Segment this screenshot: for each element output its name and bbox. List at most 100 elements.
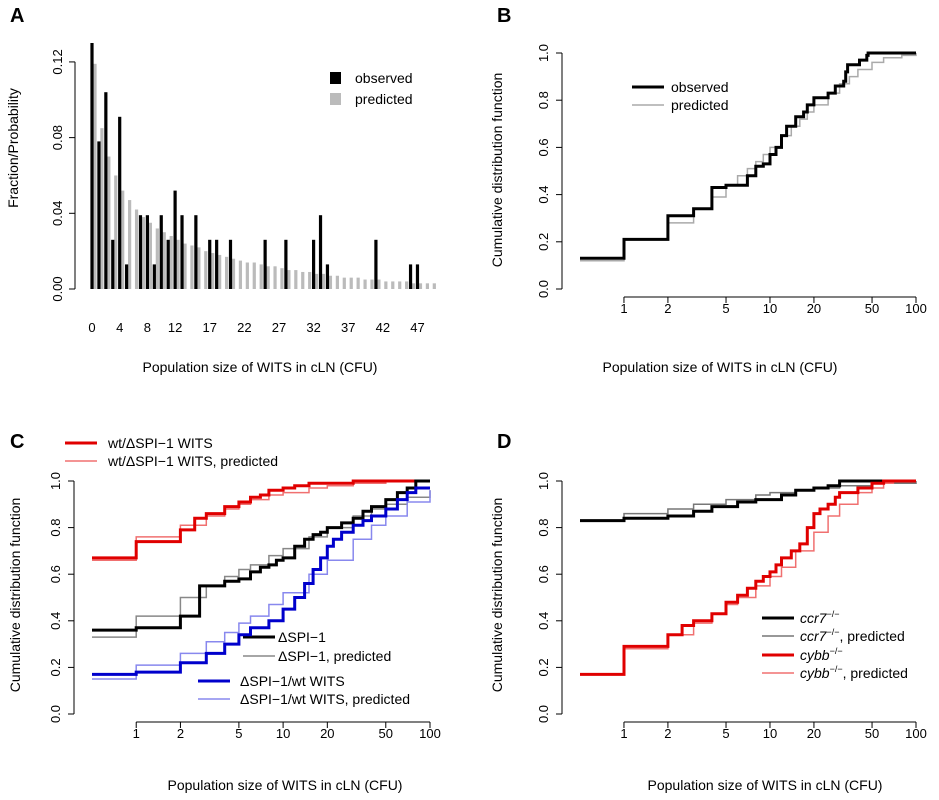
bar-predicted — [301, 271, 305, 289]
legend-b-observed: observed — [671, 79, 729, 95]
bar-observed — [145, 215, 149, 289]
panel-d-series-cybb — [580, 479, 916, 676]
bar-observed — [318, 215, 323, 289]
panel-b-xtick-label: 50 — [865, 301, 879, 316]
panel-c-xlabel: Population size of WITS in cLN (CFU) — [168, 777, 403, 793]
panel-b-ytick-label: 0.8 — [536, 91, 551, 109]
panel-d-ytick-label: 0.4 — [536, 612, 551, 630]
legend-a-observed: observed — [355, 70, 413, 86]
legend-a-swatch-predicted — [330, 93, 341, 105]
legend-c-dspi-predicted: ΔSPI−1, predicted — [278, 648, 391, 664]
panel-a-ytick-label: 0.12 — [50, 49, 65, 74]
legend-c-dspi-wt: ΔSPI−1/wt WITS — [240, 673, 345, 689]
panel-a-xtick-label: 4 — [116, 320, 123, 335]
panel-b-series-observed — [580, 51, 916, 260]
panel-c-xtick-label: 20 — [320, 726, 334, 741]
panel-b-ytick-label: 0.6 — [536, 138, 551, 156]
panel-b-xtick-label: 100 — [905, 301, 927, 316]
panel-d-xlabel: Population size of WITS in cLN (CFU) — [648, 777, 883, 793]
panel-a-xtick-label: 17 — [202, 320, 216, 335]
panel-d-ytick-label: 1.0 — [536, 472, 551, 490]
bar-predicted — [308, 271, 312, 289]
legend-d-cybb: cybb−/− — [800, 646, 843, 663]
bar-observed — [125, 264, 129, 289]
bar-predicted — [418, 283, 423, 289]
bar-predicted — [411, 283, 416, 289]
panel-c-ytick-label: 0.8 — [48, 519, 63, 537]
bar-predicted — [349, 277, 353, 289]
panel-c-ytick-label: 0.4 — [48, 612, 63, 630]
bar-predicted — [342, 277, 346, 289]
bar-predicted — [335, 275, 339, 289]
legend-c-dspi: ΔSPI−1 — [278, 629, 326, 645]
bar-predicted — [259, 264, 263, 289]
panel-a-xtick-label: 8 — [144, 320, 151, 335]
panel-a-ytick-label: 0.04 — [50, 201, 65, 226]
bar-predicted — [363, 279, 367, 289]
bar-predicted — [273, 266, 277, 289]
bar-observed — [374, 239, 378, 289]
bar-observed — [228, 239, 233, 289]
panel-d-xtick-label: 10 — [763, 726, 777, 741]
bar-predicted — [176, 239, 180, 289]
panel-d-ylabel: Cumulative distribution function — [489, 498, 505, 693]
bar-predicted — [425, 283, 429, 289]
bar-observed — [159, 215, 163, 289]
bar-predicted — [287, 270, 291, 289]
bar-predicted — [384, 281, 388, 289]
panel-c-xtick-label: 10 — [276, 726, 290, 741]
legend-a-swatch-observed — [330, 72, 341, 84]
panel-b-ylabel: Cumulative distribution function — [489, 73, 505, 268]
bar-predicted — [245, 262, 249, 289]
panel-d-series-ccr7 — [580, 479, 916, 523]
panel-c-series-wt-spi-1-wits — [92, 479, 430, 560]
panel-a-xtick-label: 0 — [88, 320, 95, 335]
panel-a-xtick-label: 42 — [376, 320, 390, 335]
bar-observed — [111, 239, 115, 289]
bar-predicted — [238, 260, 243, 289]
bar-predicted — [93, 63, 97, 289]
bar-predicted — [315, 273, 319, 289]
legend-c-wt: wt/ΔSPI−1 WITS — [107, 435, 213, 451]
bar-observed — [415, 264, 420, 289]
bar-observed — [325, 264, 330, 289]
bar-observed — [208, 239, 212, 289]
panel-a-xtick-label: 32 — [306, 320, 320, 335]
bar-predicted — [356, 277, 360, 289]
bar-predicted — [107, 156, 111, 289]
panel-label-d: D — [497, 431, 511, 453]
legend-d-ccr7-predicted: ccr7−/−, predicted — [800, 627, 905, 644]
panel-a-xtick-label: 47 — [410, 320, 424, 335]
bar-predicted — [155, 228, 159, 289]
bar-predicted — [211, 253, 215, 289]
panel-b-xtick-label: 20 — [807, 301, 821, 316]
panel-label-b: B — [497, 5, 511, 27]
bar-observed — [194, 215, 198, 289]
panel-b-ytick-label: 0.0 — [536, 280, 551, 298]
legend-d-cybb-predicted: cybb−/−, predicted — [800, 664, 908, 681]
panel-c-ytick-label: 0.2 — [48, 658, 63, 676]
legend-c-wt-predicted: wt/ΔSPI−1 WITS, predicted — [107, 453, 278, 469]
bar-predicted — [370, 279, 374, 289]
panel-b-ytick-label: 0.2 — [536, 233, 551, 251]
bar-predicted — [197, 247, 201, 289]
bar-predicted — [432, 283, 436, 289]
bar-predicted — [169, 236, 173, 289]
legend-a-predicted: predicted — [355, 91, 413, 107]
bar-predicted — [183, 243, 187, 289]
bar-predicted — [121, 190, 125, 289]
panel-c-xtick-label: 100 — [419, 726, 441, 741]
panel-d-series-ccr7-predicted — [580, 481, 917, 522]
bar-predicted — [280, 268, 284, 289]
panel-c-series-wt-spi-1-wits-predicted — [92, 480, 430, 561]
legend-a: observed predicted — [330, 70, 413, 107]
bar-observed — [173, 190, 177, 289]
legend-c-bottom: ΔSPI−1 ΔSPI−1, predicted ΔSPI−1/wt WITS … — [198, 629, 410, 707]
legend-c-dspi-wt-predicted: ΔSPI−1/wt WITS, predicted — [240, 691, 410, 707]
bar-predicted — [224, 256, 229, 289]
bar-predicted — [114, 175, 118, 289]
panel-c-ytick-label: 0.0 — [48, 705, 63, 723]
panel-d-xtick-label: 1 — [620, 726, 627, 741]
panel-c-xtick-label: 5 — [235, 726, 242, 741]
bar-predicted — [266, 266, 270, 289]
